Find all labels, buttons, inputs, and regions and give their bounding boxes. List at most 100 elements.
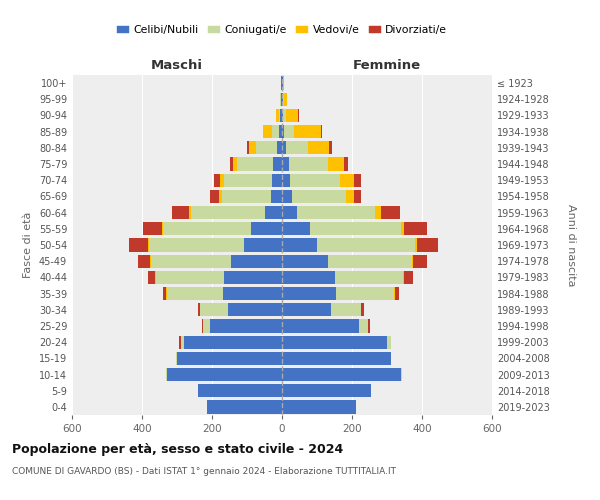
Bar xyxy=(282,109,283,122)
Bar xyxy=(282,174,361,187)
Bar xyxy=(282,125,320,138)
Bar xyxy=(282,190,361,203)
Bar xyxy=(281,92,282,106)
Bar xyxy=(282,352,391,365)
Bar xyxy=(198,384,282,398)
Bar xyxy=(282,368,401,381)
Bar xyxy=(166,368,282,381)
Bar xyxy=(282,320,368,332)
Bar xyxy=(203,320,282,332)
Bar xyxy=(282,238,438,252)
Bar xyxy=(282,287,394,300)
Bar xyxy=(172,206,282,220)
Bar xyxy=(280,109,282,122)
Text: Maschi: Maschi xyxy=(151,59,203,72)
Bar xyxy=(282,384,371,398)
Bar xyxy=(282,125,294,138)
Bar xyxy=(280,92,282,106)
Bar xyxy=(148,238,282,252)
Bar xyxy=(282,190,346,203)
Bar xyxy=(207,400,282,413)
Text: Popolazione per età, sesso e stato civile - 2024: Popolazione per età, sesso e stato civil… xyxy=(12,442,343,456)
Bar xyxy=(282,336,391,349)
Bar xyxy=(282,206,400,220)
Text: COMUNE DI GAVARDO (BS) - Dati ISTAT 1° gennaio 2024 - Elaborazione TUTTITALIA.IT: COMUNE DI GAVARDO (BS) - Dati ISTAT 1° g… xyxy=(12,468,396,476)
Bar xyxy=(219,190,282,203)
Bar xyxy=(233,158,282,170)
Bar xyxy=(282,158,344,170)
Bar xyxy=(282,270,413,284)
Bar xyxy=(282,368,402,381)
Bar xyxy=(207,400,282,413)
Bar xyxy=(282,206,296,220)
Bar xyxy=(272,125,282,138)
Bar xyxy=(156,270,282,284)
Bar xyxy=(148,270,282,284)
Y-axis label: Fasce di età: Fasce di età xyxy=(23,212,33,278)
Bar xyxy=(198,384,282,398)
Bar xyxy=(166,368,282,381)
Bar xyxy=(280,92,282,106)
Bar xyxy=(282,384,371,398)
Bar xyxy=(176,352,282,365)
Bar xyxy=(276,109,282,122)
Bar xyxy=(189,206,282,220)
Bar xyxy=(281,76,282,90)
Bar xyxy=(138,254,282,268)
Bar xyxy=(282,238,415,252)
Bar xyxy=(282,336,387,349)
Bar xyxy=(222,190,282,203)
Bar xyxy=(198,384,282,398)
Bar xyxy=(265,206,282,220)
Text: Femmine: Femmine xyxy=(353,59,421,72)
Bar xyxy=(282,222,427,235)
Bar xyxy=(282,125,322,138)
Bar xyxy=(244,238,282,252)
Bar xyxy=(281,76,282,90)
Bar xyxy=(203,320,282,332)
Bar xyxy=(281,76,282,90)
Bar xyxy=(282,222,401,235)
Bar xyxy=(282,368,402,381)
Bar xyxy=(279,125,282,138)
Bar xyxy=(282,174,340,187)
Bar xyxy=(198,384,282,398)
Bar xyxy=(282,336,391,349)
Bar xyxy=(282,320,359,332)
Legend: Celibi/Nubili, Coniugati/e, Vedovi/e, Divorziati/e: Celibi/Nubili, Coniugati/e, Vedovi/e, Di… xyxy=(112,21,452,40)
Bar xyxy=(282,206,376,220)
Bar xyxy=(207,400,282,413)
Bar xyxy=(282,384,371,398)
Bar xyxy=(282,352,391,365)
Bar xyxy=(282,254,412,268)
Bar xyxy=(282,287,399,300)
Bar xyxy=(282,400,355,413)
Bar xyxy=(282,270,335,284)
Bar xyxy=(282,92,283,106)
Bar xyxy=(282,400,355,413)
Y-axis label: Anni di nascita: Anni di nascita xyxy=(566,204,577,286)
Bar xyxy=(282,109,286,122)
Bar xyxy=(149,238,282,252)
Bar xyxy=(282,92,284,106)
Bar xyxy=(214,174,282,187)
Bar xyxy=(282,352,391,365)
Bar xyxy=(282,303,364,316)
Bar xyxy=(224,174,282,187)
Bar xyxy=(163,222,282,235)
Bar xyxy=(282,141,329,154)
Bar xyxy=(184,336,282,349)
Bar xyxy=(282,158,348,170)
Bar xyxy=(282,303,331,316)
Bar xyxy=(282,141,332,154)
Bar xyxy=(282,287,395,300)
Bar xyxy=(280,92,282,106)
Bar xyxy=(236,158,282,170)
Bar xyxy=(282,270,404,284)
Bar xyxy=(281,76,282,90)
Bar xyxy=(143,222,282,235)
Bar xyxy=(220,174,282,187)
Bar xyxy=(282,352,391,365)
Bar xyxy=(282,92,287,106)
Bar xyxy=(200,303,282,316)
